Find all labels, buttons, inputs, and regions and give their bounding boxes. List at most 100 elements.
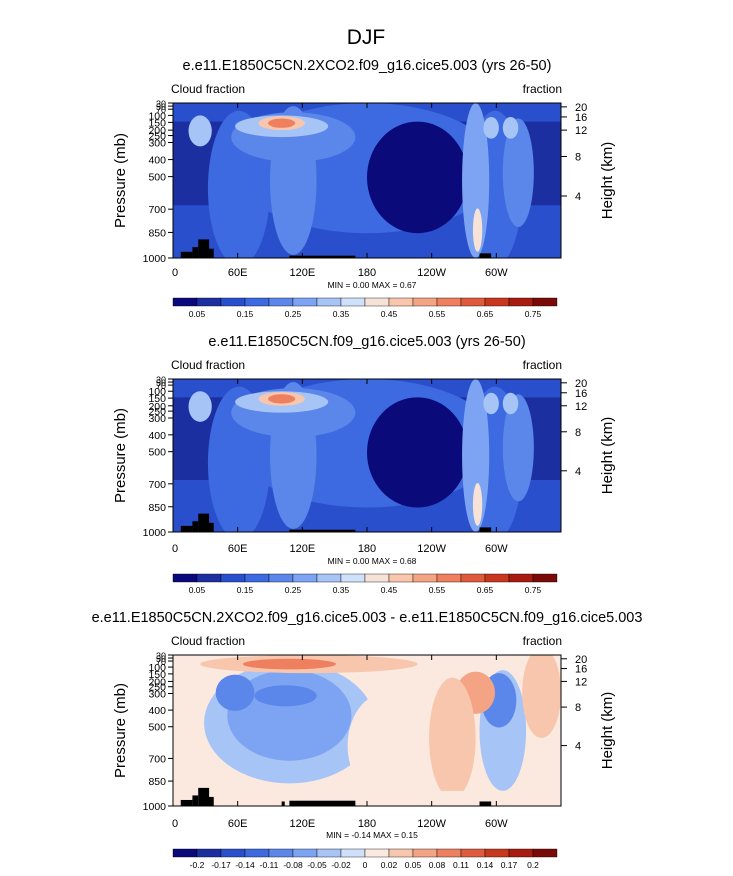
y2-tick-label: 20 xyxy=(575,378,587,390)
y-tick-label: 70 xyxy=(156,657,166,667)
contour-region xyxy=(472,483,483,526)
colorbar-swatch xyxy=(484,573,510,583)
colorbar-swatch xyxy=(244,848,270,858)
y-tick-label: 30 xyxy=(156,99,166,109)
left-label: Cloud fraction xyxy=(171,634,245,648)
colorbar-swatch xyxy=(268,848,294,858)
topography xyxy=(192,795,199,806)
colorbar-label: -0.08 xyxy=(283,860,303,870)
colorbar-swatch xyxy=(364,848,390,858)
colorbar-swatch xyxy=(316,573,342,583)
y-tick-label: 400 xyxy=(148,155,166,167)
colorbar-swatch xyxy=(220,297,246,307)
colorbar-label: -0.05 xyxy=(307,860,327,870)
y-tick-label: 50 xyxy=(156,102,166,112)
colorbar-label: 0 xyxy=(363,860,368,870)
colorbar-swatch xyxy=(340,297,366,307)
y-tick-label: 200 xyxy=(148,676,166,688)
x-tick-label: 180 xyxy=(358,543,376,555)
colorbar-label: 0.65 xyxy=(477,585,494,595)
colorbar-label: 0.75 xyxy=(525,585,542,595)
y2-tick-label: 20 xyxy=(575,654,587,666)
topography xyxy=(180,525,193,532)
x-tick-label: 180 xyxy=(358,818,376,830)
contour-region xyxy=(483,392,499,415)
colorbar-swatch xyxy=(220,573,246,583)
y2-tick-label: 8 xyxy=(575,702,581,714)
y-tick-label: 200 xyxy=(148,125,166,137)
colorbar-swatch xyxy=(532,573,558,583)
colorbar-swatch xyxy=(532,297,558,307)
colorbar-label: 0.02 xyxy=(381,860,398,870)
x-tick-label: 60W xyxy=(485,267,508,279)
contour-region xyxy=(367,121,468,234)
colorbar-swatch xyxy=(484,848,510,858)
contour-region xyxy=(173,790,561,806)
chart-title: e.e11.E1850C5CN.f09_g16.cice5.003 (yrs 2… xyxy=(208,334,525,350)
topography xyxy=(198,787,210,806)
y-axis-label: Pressure (mb) xyxy=(112,683,129,778)
y-tick-label: 30 xyxy=(156,375,166,385)
colorbar-swatch xyxy=(388,297,414,307)
colorbar-label: 0.17 xyxy=(501,860,518,870)
chart-panel-3: e.e11.E1850C5CN.2XCO2.f09_g16.cice5.003 … xyxy=(92,610,643,870)
contour-field xyxy=(173,655,561,806)
colorbar-swatch xyxy=(508,297,534,307)
page-title: DJF xyxy=(347,26,386,49)
y-tick-label: 1000 xyxy=(143,527,167,539)
colorbar-swatch xyxy=(460,573,486,583)
contour-region xyxy=(215,674,255,711)
topography xyxy=(479,527,492,532)
contour-region xyxy=(522,655,561,739)
y2-tick-label: 16 xyxy=(575,112,587,124)
contour-region xyxy=(429,677,476,799)
y-tick-label: 30 xyxy=(156,651,166,661)
colorbar-label: 0.35 xyxy=(333,585,350,595)
chart-panel-1: e.e11.E1850C5CN.2XCO2.f09_g16.cice5.003 … xyxy=(112,58,616,319)
x-tick-label: 60E xyxy=(228,818,248,830)
colorbar-swatch xyxy=(220,848,246,858)
topography xyxy=(207,248,214,258)
colorbar-swatch xyxy=(436,573,462,583)
contour-region xyxy=(367,397,468,508)
colorbar-swatch xyxy=(412,573,438,583)
y-tick-label: 50 xyxy=(156,654,166,664)
topography xyxy=(207,522,214,532)
colorbar-swatch xyxy=(436,848,462,858)
topography xyxy=(281,801,285,806)
colorbar-swatch xyxy=(436,297,462,307)
topography xyxy=(192,521,199,532)
y-tick-label: 850 xyxy=(148,502,166,514)
minmax-label: MIN = 0.00 MAX = 0.67 xyxy=(328,280,417,290)
y2-axis-label: Height (km) xyxy=(599,142,616,220)
x-tick-label: 0 xyxy=(172,267,178,279)
y2-tick-label: 4 xyxy=(575,191,581,203)
colorbar-label: 0.05 xyxy=(189,585,206,595)
x-tick-label: 180 xyxy=(358,267,376,279)
colorbar-label: -0.17 xyxy=(211,860,231,870)
x-tick-label: 0 xyxy=(172,818,178,830)
x-tick-label: 120W xyxy=(417,818,446,830)
y-tick-label: 70 xyxy=(156,105,166,115)
colorbar-swatch xyxy=(268,573,294,583)
colorbar-swatch xyxy=(316,848,342,858)
y-tick-label: 300 xyxy=(148,413,166,425)
topography xyxy=(289,529,356,532)
colorbar-label: -0.02 xyxy=(331,860,351,870)
y-tick-label: 100 xyxy=(148,110,166,122)
y2-tick-label: 12 xyxy=(575,401,587,413)
colorbar-label: 0.25 xyxy=(285,309,302,319)
y2-tick-label: 8 xyxy=(575,427,581,439)
right-label: fraction xyxy=(523,358,562,372)
topography xyxy=(207,796,214,806)
colorbar-swatch xyxy=(340,848,366,858)
colorbar-swatch xyxy=(268,297,294,307)
colorbar-swatch xyxy=(460,297,486,307)
x-tick-label: 60W xyxy=(485,543,508,555)
left-label: Cloud fraction xyxy=(171,358,245,372)
colorbar-swatch xyxy=(316,297,342,307)
y-tick-label: 500 xyxy=(148,447,166,459)
x-tick-label: 0 xyxy=(172,543,178,555)
y-tick-label: 250 xyxy=(148,682,166,694)
